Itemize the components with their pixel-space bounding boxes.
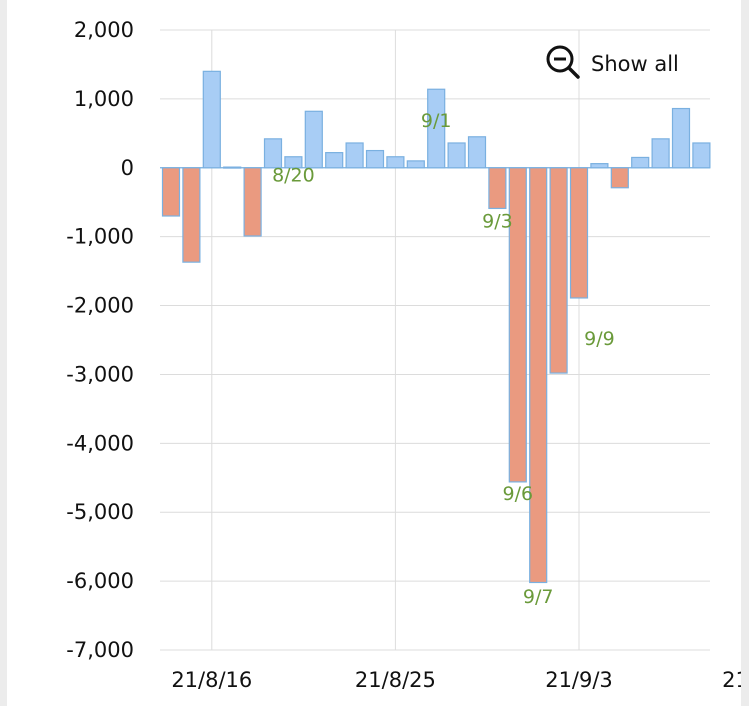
- x-tick-label: 21/8/25: [355, 668, 436, 692]
- y-tick-label: -4,000: [66, 431, 134, 455]
- bar-negative: [243, 167, 262, 237]
- right-edge: [741, 0, 749, 706]
- bar-positive: [427, 88, 446, 169]
- y-tick-label: -6,000: [66, 569, 134, 593]
- annotation-label: 9/6: [503, 483, 534, 505]
- y-tick-label: 2,000: [74, 18, 134, 42]
- bar-positive: [263, 138, 283, 169]
- annotation-label: 9/7: [523, 586, 554, 608]
- show-all-label: Show all: [591, 52, 679, 76]
- left-edge: [0, 0, 7, 706]
- bar-positive: [671, 107, 691, 169]
- bar-negative: [549, 167, 568, 374]
- annotation-label: 9/9: [584, 328, 615, 350]
- y-axis: 2,000 1,000 0 -1,000 -2,000 -3,000 -4,000 -5,00…: [66, 18, 134, 662]
- x-tick-label: 21/8/16: [171, 668, 252, 692]
- bar-positive: [284, 156, 303, 169]
- bar-positive: [365, 149, 385, 169]
- bar-negative: [508, 167, 527, 483]
- bar-positive: [590, 163, 609, 169]
- y-tick-label: -3,000: [66, 362, 134, 386]
- annotations: 8/20 9/1 9/3 9/6 9/7 9/9: [272, 110, 615, 608]
- show-all-button[interactable]: Show all: [545, 44, 679, 84]
- bar-positive: [631, 156, 650, 169]
- bar-positive: [386, 156, 405, 169]
- bar-negative: [529, 167, 548, 584]
- bar-negative: [569, 167, 589, 299]
- bars: [161, 70, 711, 584]
- bar-negative: [488, 167, 507, 210]
- zoom-out-icon: [545, 44, 581, 84]
- y-tick-label: -5,000: [66, 500, 134, 524]
- bar-negative: [182, 167, 201, 263]
- bar-negative: [610, 167, 629, 189]
- bar-positive: [467, 136, 487, 169]
- bar-positive: [692, 142, 711, 169]
- bar-positive: [345, 142, 364, 169]
- bar-positive: [651, 138, 670, 169]
- annotation-label: 9/3: [482, 211, 513, 233]
- bar-positive: [447, 142, 466, 169]
- annotation-label: 9/1: [421, 110, 452, 132]
- bar-positive: [202, 70, 221, 169]
- bar-negative: [161, 167, 181, 217]
- y-tick-label: -7,000: [66, 638, 134, 662]
- bar-positive: [223, 166, 242, 169]
- y-tick-label: 0: [121, 156, 134, 180]
- x-tick-label: 21/9/3: [545, 668, 613, 692]
- bar-positive: [406, 160, 425, 169]
- annotation-label: 8/20: [272, 165, 315, 187]
- y-tick-label: -1,000: [66, 225, 134, 249]
- y-tick-label: 1,000: [74, 87, 134, 111]
- grid-lines: [160, 29, 710, 651]
- bar-positive: [304, 110, 323, 169]
- bar-positive: [325, 152, 344, 169]
- y-tick-label: -2,000: [66, 294, 134, 318]
